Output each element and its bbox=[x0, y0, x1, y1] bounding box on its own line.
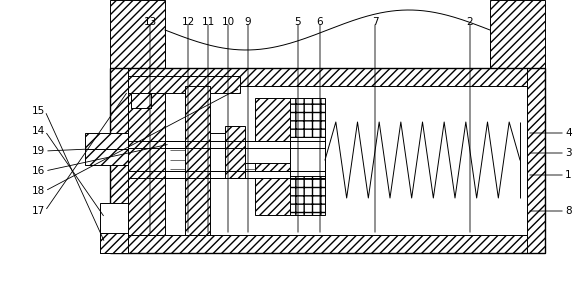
Text: 11: 11 bbox=[201, 17, 215, 27]
Bar bbox=[165, 141, 290, 148]
Text: 8: 8 bbox=[565, 206, 572, 216]
Bar bbox=[490, 0, 545, 68]
Text: 6: 6 bbox=[316, 17, 324, 27]
Bar bbox=[128, 76, 240, 93]
Bar bbox=[85, 149, 128, 165]
Bar bbox=[85, 133, 128, 149]
Bar bbox=[128, 86, 165, 235]
Bar bbox=[225, 126, 245, 178]
Bar bbox=[290, 98, 325, 137]
Text: 15: 15 bbox=[32, 106, 45, 116]
Text: 10: 10 bbox=[222, 17, 235, 27]
Bar bbox=[128, 86, 527, 235]
Text: 5: 5 bbox=[295, 17, 301, 27]
Bar bbox=[110, 68, 128, 253]
Text: 3: 3 bbox=[565, 148, 572, 158]
Text: 12: 12 bbox=[181, 17, 195, 27]
Text: 9: 9 bbox=[245, 17, 252, 27]
Bar bbox=[210, 133, 225, 171]
Text: 2: 2 bbox=[467, 17, 473, 27]
Text: 18: 18 bbox=[32, 186, 45, 196]
Bar bbox=[110, 0, 165, 68]
Bar bbox=[100, 233, 128, 253]
Text: 4: 4 bbox=[565, 128, 572, 138]
Text: 7: 7 bbox=[371, 17, 378, 27]
Bar bbox=[110, 68, 545, 86]
Bar bbox=[290, 176, 325, 215]
Bar bbox=[100, 203, 128, 233]
Bar bbox=[131, 93, 151, 108]
Bar bbox=[165, 171, 290, 178]
Bar bbox=[131, 93, 151, 108]
Bar bbox=[255, 98, 290, 215]
Text: 17: 17 bbox=[32, 206, 45, 216]
Text: 14: 14 bbox=[32, 126, 45, 136]
Bar bbox=[245, 141, 290, 163]
Bar bbox=[527, 68, 545, 253]
Text: 16: 16 bbox=[32, 166, 45, 176]
Bar bbox=[290, 137, 325, 176]
Text: 1: 1 bbox=[565, 170, 572, 180]
Bar bbox=[185, 86, 210, 235]
Text: 13: 13 bbox=[143, 17, 157, 27]
Text: 19: 19 bbox=[32, 146, 45, 156]
Bar bbox=[100, 233, 128, 253]
Bar bbox=[110, 235, 545, 253]
